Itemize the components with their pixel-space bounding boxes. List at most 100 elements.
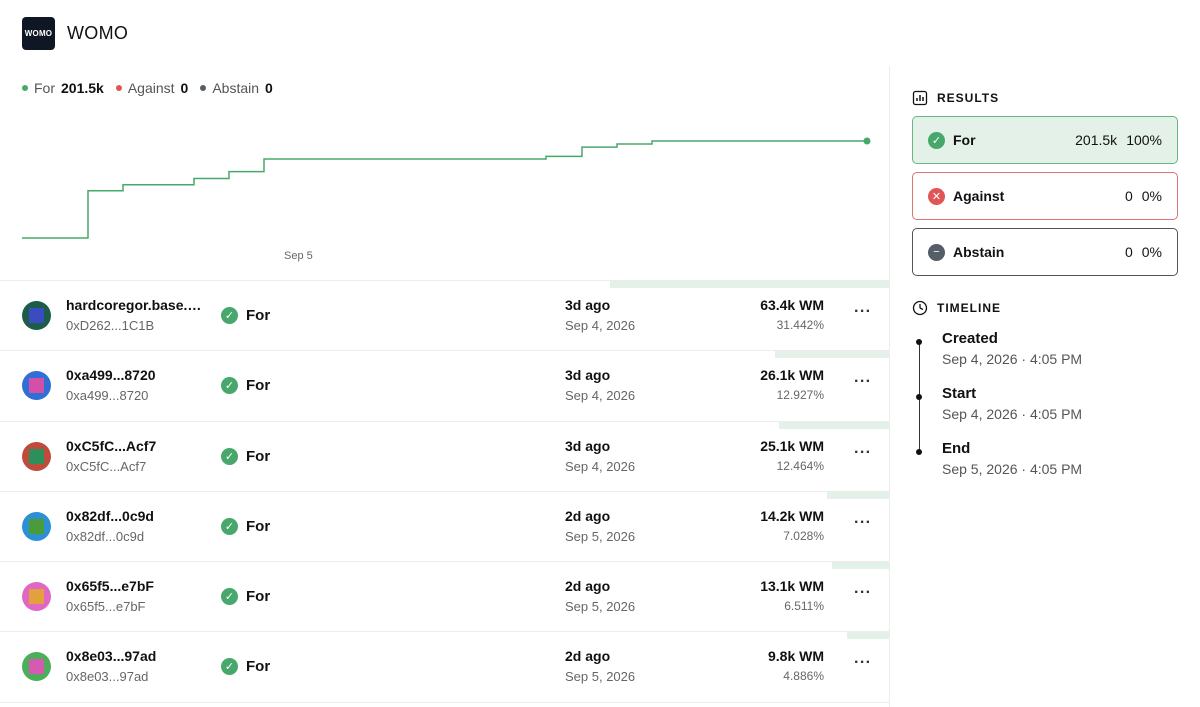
vote-support-label: For [246, 307, 271, 324]
vote-support-label: For [246, 588, 271, 606]
timeline-dot [916, 449, 922, 455]
dao-name[interactable]: WOMO [67, 23, 129, 43]
vote-support-label: For [246, 658, 271, 676]
avatar[interactable] [22, 652, 51, 682]
check-icon: ✓ [221, 307, 238, 324]
check-icon: ✓ [221, 517, 238, 535]
vote-share-bar [846, 632, 890, 640]
timeline-item-start: Start Sep 4, 2026 · 4:05 PM [912, 385, 1178, 440]
vote-date: Sep 4, 2026 [565, 318, 636, 333]
legend-against: Against 0 [115, 80, 188, 96]
voter-name[interactable]: 0x82df...0c9d [66, 507, 154, 524]
result-abstain-value: 0 [1124, 244, 1133, 260]
vote-percent: 31.442% [776, 318, 824, 332]
vote-row[interactable]: 0xa499...8720 0xa499...8720 ✓ For 3d ago Sep … [0, 351, 890, 422]
vote-row[interactable]: 0x8e03...97ad 0x8e03...97ad ✓ For 2d ago Sep … [0, 632, 890, 703]
vote-percent: 6.511% [784, 599, 824, 614]
more-options-icon[interactable]: ··· [854, 373, 872, 391]
voter-name[interactable]: hardcoregor.base.eth [66, 297, 208, 313]
for-series-line [22, 140, 867, 239]
legend-abstain: Abstain 0 [200, 80, 273, 96]
legend-against-label: Against [127, 80, 175, 96]
vote-share-bar [610, 281, 890, 288]
timeline-label: Start [942, 385, 977, 402]
dao-logo-text: WOMO [24, 29, 53, 38]
timeline-date: Sep 4, 2026 · 4:05 PM [942, 406, 1083, 422]
timeline-dot [916, 339, 922, 345]
vote-power: 9.8k WM [767, 648, 824, 665]
vote-power: 14.2k WM [760, 507, 824, 524]
avatar[interactable] [22, 511, 51, 541]
result-abstain-label: Abstain [953, 244, 1005, 260]
legend-for-value: 201.5k [61, 80, 104, 96]
vote-time: 3d ago [565, 437, 611, 454]
clock-icon [912, 300, 928, 316]
timeline-label: End [942, 440, 971, 457]
header: WOMO WOMO [22, 17, 128, 50]
voter-address: 0x82df...0c9d [66, 528, 145, 544]
for-series-endpoint [863, 137, 871, 145]
vote-power: 63.4k WM [760, 297, 824, 313]
result-for[interactable]: ✓ For 201.5k 100% [912, 116, 1178, 164]
vote-row[interactable]: 0xC5fC...Acf7 0xC5fC...Acf7 ✓ For 3d ago Sep … [0, 421, 890, 492]
legend-against-dot [115, 85, 122, 91]
result-for-percent: 100% [1126, 132, 1162, 148]
vote-power: 26.1k WM [760, 367, 824, 384]
legend-for: For 201.5k [22, 80, 104, 96]
dao-logo[interactable]: WOMO [22, 17, 55, 50]
votes-chart: Sep 5 [0, 102, 890, 280]
vote-share-bar [774, 351, 890, 359]
vote-time: 2d ago [565, 507, 611, 524]
votes-list: hardcoregor.base.eth 0xD262...1C1B ✓ For 3d … [0, 280, 890, 703]
timeline-date: Sep 4, 2026 · 4:05 PM [942, 351, 1083, 367]
sidebar: RESULTS ✓ For 201.5k 100% ✕ Against 0 0%… [912, 66, 1178, 495]
check-icon: ✓ [221, 377, 238, 395]
timeline-date: Sep 5, 2026 · 4:05 PM [942, 461, 1083, 477]
vote-row[interactable]: hardcoregor.base.eth 0xD262...1C1B ✓ For 3d … [0, 281, 890, 352]
vote-row[interactable]: 0x82df...0c9d 0x82df...0c9d ✓ For 2d ago Sep … [0, 491, 890, 563]
result-abstain[interactable]: − Abstain 0 0% [912, 228, 1178, 276]
voter-address: 0xa499...8720 [66, 388, 149, 404]
check-icon: ✓ [221, 447, 238, 465]
result-against-value: 0 [1124, 188, 1133, 204]
vote-percent: 4.886% [783, 669, 824, 684]
vote-power: 25.1k WM [760, 437, 824, 454]
more-options-icon[interactable]: ··· [854, 513, 872, 531]
vote-percent: 12.464% [776, 458, 824, 473]
vote-share-bar [779, 421, 890, 429]
voter-name[interactable]: 0x65f5...e7bF [66, 578, 154, 595]
avatar[interactable] [22, 371, 51, 401]
legend-for-label: For [34, 80, 55, 96]
more-options-icon[interactable]: ··· [854, 654, 872, 672]
voter-name[interactable]: 0xa499...8720 [66, 367, 156, 384]
voter-name[interactable]: 0xC5fC...Acf7 [66, 437, 157, 454]
bar-chart-icon [912, 90, 928, 106]
vote-support-label: For [246, 377, 271, 395]
x-circle-icon: ✕ [928, 187, 945, 205]
timeline-label: Created [942, 330, 998, 347]
more-options-icon[interactable]: ··· [854, 303, 872, 320]
vote-power: 13.1k WM [760, 578, 824, 595]
timeline-item-created: Created Sep 4, 2026 · 4:05 PM [912, 330, 1178, 385]
voter-name[interactable]: 0x8e03...97ad [66, 648, 157, 665]
timeline: Created Sep 4, 2026 · 4:05 PM Start Sep … [912, 330, 1178, 495]
voter-address: 0xC5fC...Acf7 [66, 458, 147, 474]
avatar[interactable] [22, 301, 51, 330]
minus-circle-icon: − [928, 243, 945, 261]
avatar[interactable] [22, 582, 51, 612]
chart-legend: For 201.5k Against 0 Abstain 0 [22, 80, 273, 96]
avatar[interactable] [22, 441, 51, 471]
legend-for-dot [22, 85, 28, 91]
vote-support: ✓ For [221, 377, 271, 395]
result-against[interactable]: ✕ Against 0 0% [912, 172, 1178, 220]
result-for-label: For [953, 132, 976, 148]
vote-percent: 12.927% [776, 388, 824, 403]
vote-row[interactable]: 0x65f5...e7bF 0x65f5...e7bF ✓ For 2d ago Sep … [0, 562, 890, 633]
legend-abstain-label: Abstain [212, 80, 260, 96]
check-icon: ✓ [928, 131, 945, 149]
more-options-icon[interactable]: ··· [854, 584, 872, 602]
vote-date: Sep 5, 2026 [565, 669, 636, 685]
result-abstain-percent: 0% [1141, 244, 1162, 260]
more-options-icon[interactable]: ··· [854, 443, 872, 461]
timeline-dot [916, 394, 922, 400]
